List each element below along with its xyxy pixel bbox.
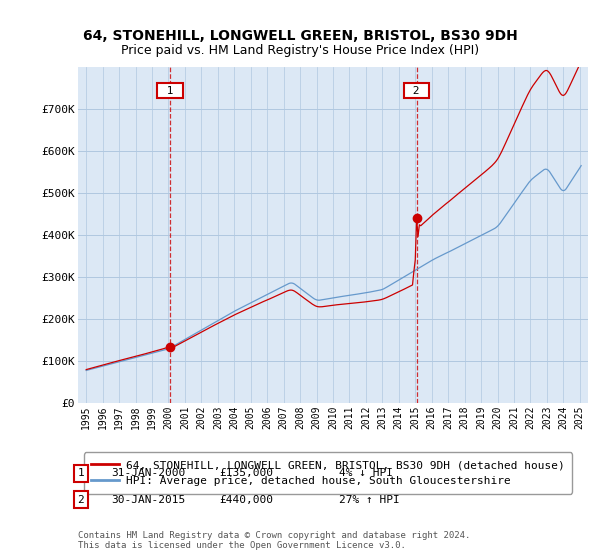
Text: 2: 2 [406, 86, 427, 96]
Text: 2: 2 [77, 494, 85, 505]
Text: 1: 1 [160, 86, 180, 96]
Text: Contains HM Land Registry data © Crown copyright and database right 2024.
This d: Contains HM Land Registry data © Crown c… [78, 531, 470, 550]
Text: 1: 1 [77, 468, 85, 478]
Text: 4% ↓ HPI: 4% ↓ HPI [339, 468, 393, 478]
Text: 30-JAN-2015: 30-JAN-2015 [111, 494, 185, 505]
Text: 31-JAN-2000: 31-JAN-2000 [111, 468, 185, 478]
Text: 64, STONEHILL, LONGWELL GREEN, BRISTOL, BS30 9DH: 64, STONEHILL, LONGWELL GREEN, BRISTOL, … [83, 29, 517, 44]
Text: £135,000: £135,000 [219, 468, 273, 478]
Legend: 64, STONEHILL, LONGWELL GREEN, BRISTOL, BS30 9DH (detached house), HPI: Average : 64, STONEHILL, LONGWELL GREEN, BRISTOL, … [83, 452, 572, 493]
Text: Price paid vs. HM Land Registry's House Price Index (HPI): Price paid vs. HM Land Registry's House … [121, 44, 479, 57]
Text: £440,000: £440,000 [219, 494, 273, 505]
Text: 27% ↑ HPI: 27% ↑ HPI [339, 494, 400, 505]
